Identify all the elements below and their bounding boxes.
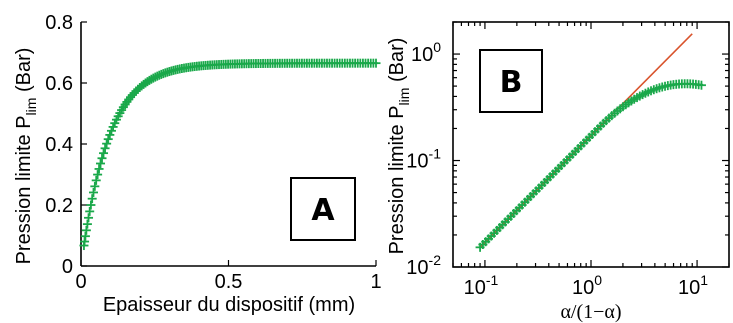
chart-b-ticks: 10-1 100 101 10-2 10-1 100 xyxy=(406,21,730,299)
chart-b-panel-box xyxy=(479,49,543,113)
chart-a-data-point xyxy=(103,134,113,144)
chart-a-data-point xyxy=(90,181,100,191)
chart-a-data-point xyxy=(97,153,107,163)
chart-a-data-point xyxy=(152,71,162,81)
chart-a-y-tick-label: 0.6 xyxy=(45,73,73,95)
chart-a-y-tick-label: 0.4 xyxy=(45,134,73,156)
chart-a-data-point xyxy=(82,219,92,229)
chart-a-y-tick-label: 0.8 xyxy=(45,12,73,34)
chart-b-x-axis-label: α/(1−α) xyxy=(560,301,621,323)
chart-a-panel-label: A xyxy=(311,193,335,228)
chart-a-y-label-unit: (Bar) xyxy=(13,48,35,98)
chart-a-data-point xyxy=(84,213,94,223)
chart-b-y-tick-label: 10-2 xyxy=(406,252,441,279)
chart-b-y-label-sub: lim xyxy=(396,88,412,106)
chart-b: 10-1 100 101 10-2 10-1 100 α/(1−α) Pression l… xyxy=(386,21,730,323)
chart-a-ticks: 0 0.5 1 0 0.2 0.4 0.6 0.8 xyxy=(45,12,381,293)
chart-a-data-point xyxy=(150,72,160,82)
chart-b-x-tick-label: 10-1 xyxy=(464,272,499,299)
chart-a-panel-box xyxy=(290,177,356,241)
chart-a-data-point xyxy=(93,170,103,180)
chart-b-y-tick-label: 100 xyxy=(411,39,441,66)
chart-a-data-point xyxy=(81,225,91,235)
chart-a-y-axis-label: Pression limite Plim (Bar) xyxy=(13,48,39,265)
chart-a-data-point xyxy=(80,231,90,241)
chart-a-data-point xyxy=(105,130,115,140)
chart-a-data-point xyxy=(86,200,96,210)
chart-b-points xyxy=(475,79,706,252)
chart-a-data-point xyxy=(88,187,98,197)
chart-a-data-point xyxy=(102,139,112,149)
chart-b-panel-label: B xyxy=(500,65,523,100)
chart-b-data-point xyxy=(696,80,706,90)
chart-a-y-label-main: Pression limite P xyxy=(13,115,35,264)
chart-a-x-tick-label: 0 xyxy=(75,271,86,293)
chart-a-y-tick-label: 0 xyxy=(62,256,73,278)
chart-a-data-point xyxy=(371,58,381,68)
chart-a-data-point xyxy=(99,148,109,158)
chart-a-data-point xyxy=(91,175,101,185)
chart-b-x-tick-label: 101 xyxy=(678,272,708,299)
chart-a-data-point xyxy=(96,158,106,168)
chart-b-y-tick-label: 10-1 xyxy=(406,146,441,173)
chart-a-x-tick-label: 1 xyxy=(370,271,381,293)
chart-a-y-label-sub: lim xyxy=(23,98,39,116)
chart-a-data-point xyxy=(148,73,158,83)
chart-a-x-tick-label: 0.5 xyxy=(215,271,243,293)
chart-a-data-point xyxy=(85,206,95,216)
chart-a-data-point xyxy=(94,164,104,174)
chart-a-data-point xyxy=(100,143,110,153)
chart-a: 0 0.5 1 0 0.2 0.4 0.6 0.8 Epaisseur du disposit… xyxy=(13,12,382,316)
chart-b-y-axis-label: Pression limite Plim (Bar) xyxy=(386,38,412,255)
chart-a-points xyxy=(79,58,381,251)
chart-a-data-point xyxy=(87,194,97,204)
chart-a-x-axis-label: Epaisseur du dispositif (mm) xyxy=(103,294,355,316)
chart-b-x-tick-label: 100 xyxy=(572,272,602,299)
chart-b-y-label-main: Pression limite P xyxy=(386,105,408,254)
chart-a-y-tick-label: 0.2 xyxy=(45,195,73,217)
chart-b-y-label-unit: (Bar) xyxy=(386,38,408,88)
